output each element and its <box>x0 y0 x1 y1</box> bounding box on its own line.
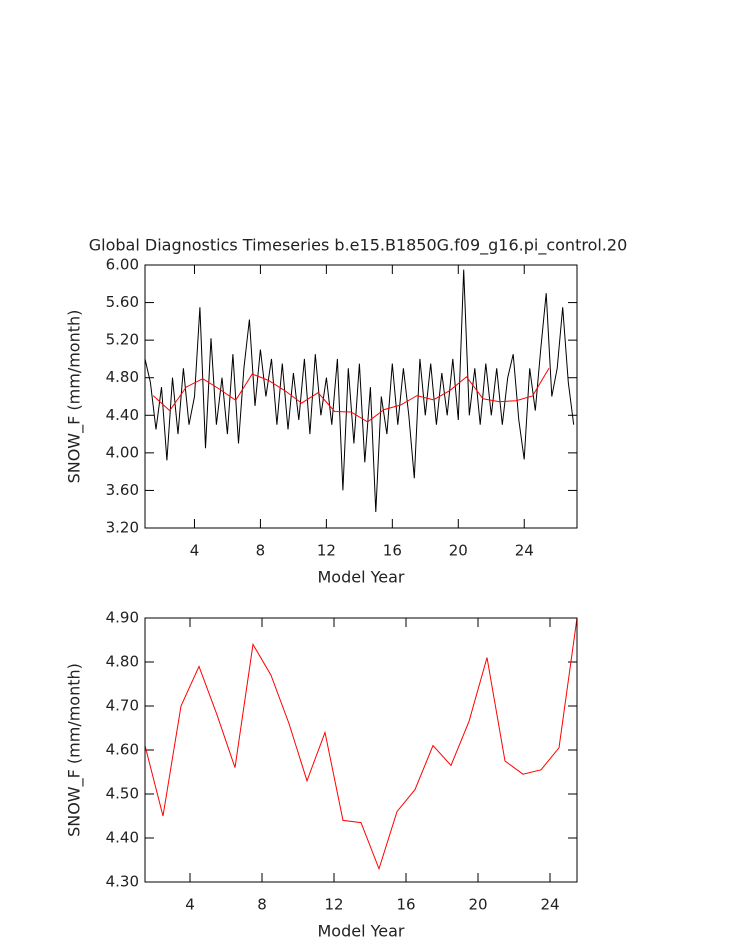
x-tick-label: 20 <box>468 896 487 914</box>
y-tick-label: 4.30 <box>106 873 139 891</box>
y-tick-label: 4.60 <box>106 741 139 759</box>
y-tick-label: 5.20 <box>106 331 139 349</box>
x-tick-label: 12 <box>324 896 343 914</box>
data-line <box>152 368 550 423</box>
x-tick-label: 12 <box>317 542 336 560</box>
x-tick-label: 8 <box>257 896 267 914</box>
x-tick-label: 16 <box>396 896 415 914</box>
y-tick-label: 3.60 <box>106 481 139 499</box>
y-tick-label: 4.40 <box>106 406 139 424</box>
x-tick-label: 8 <box>256 542 266 560</box>
y-tick-label: 4.90 <box>106 609 139 627</box>
y-axis-label: SNOW_F (mm/month) <box>65 663 85 837</box>
chart-title: Global Diagnostics Timeseries b.e15.B185… <box>89 236 628 256</box>
data-line <box>144 617 578 871</box>
x-tick-label: 4 <box>190 542 200 560</box>
x-axis-label: Model Year <box>318 568 405 587</box>
y-tick-label: 4.40 <box>106 829 139 847</box>
y-tick-label: 3.20 <box>106 519 139 537</box>
y-tick-label: 5.60 <box>106 293 139 311</box>
plot-frame <box>144 617 578 883</box>
x-tick-label: 20 <box>449 542 468 560</box>
plot-frame <box>144 264 578 529</box>
y-tick-label: 4.50 <box>106 785 139 803</box>
y-tick-label: 4.00 <box>106 443 139 461</box>
x-tick-label: 16 <box>383 542 402 560</box>
data-line <box>144 269 575 513</box>
x-tick-label: 24 <box>515 542 534 560</box>
x-tick-label: 4 <box>185 896 195 914</box>
y-tick-label: 4.80 <box>106 368 139 386</box>
y-tick-label: 4.70 <box>106 697 139 715</box>
x-tick-label: 24 <box>540 896 559 914</box>
y-tick-label: 4.80 <box>106 653 139 671</box>
x-axis-label: Model Year <box>318 922 405 941</box>
y-axis-label: SNOW_F (mm/month) <box>65 310 85 484</box>
y-tick-label: 6.00 <box>106 256 139 274</box>
